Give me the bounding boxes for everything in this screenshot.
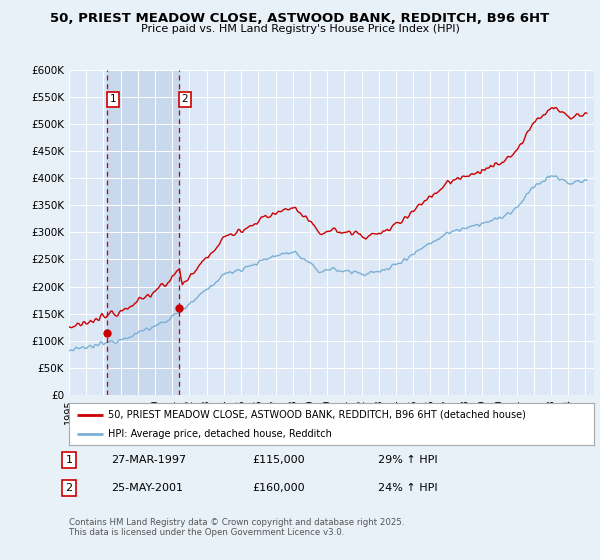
Text: 2: 2	[181, 95, 188, 104]
Text: 25-MAY-2001: 25-MAY-2001	[111, 483, 183, 493]
Text: HPI: Average price, detached house, Redditch: HPI: Average price, detached house, Redd…	[109, 429, 332, 439]
Text: Price paid vs. HM Land Registry's House Price Index (HPI): Price paid vs. HM Land Registry's House …	[140, 24, 460, 34]
Text: 27-MAR-1997: 27-MAR-1997	[111, 455, 186, 465]
Text: 50, PRIEST MEADOW CLOSE, ASTWOOD BANK, REDDITCH, B96 6HT (detached house): 50, PRIEST MEADOW CLOSE, ASTWOOD BANK, R…	[109, 409, 526, 419]
Bar	[107, 70, 179, 395]
Text: 24% ↑ HPI: 24% ↑ HPI	[378, 483, 437, 493]
Text: Contains HM Land Registry data © Crown copyright and database right 2025.
This d: Contains HM Land Registry data © Crown c…	[69, 518, 404, 538]
Text: 1: 1	[65, 455, 73, 465]
Text: 29% ↑ HPI: 29% ↑ HPI	[378, 455, 437, 465]
Text: 1: 1	[110, 95, 116, 104]
Text: 50, PRIEST MEADOW CLOSE, ASTWOOD BANK, REDDITCH, B96 6HT: 50, PRIEST MEADOW CLOSE, ASTWOOD BANK, R…	[50, 12, 550, 25]
Text: £115,000: £115,000	[252, 455, 305, 465]
Text: 2: 2	[65, 483, 73, 493]
Text: £160,000: £160,000	[252, 483, 305, 493]
